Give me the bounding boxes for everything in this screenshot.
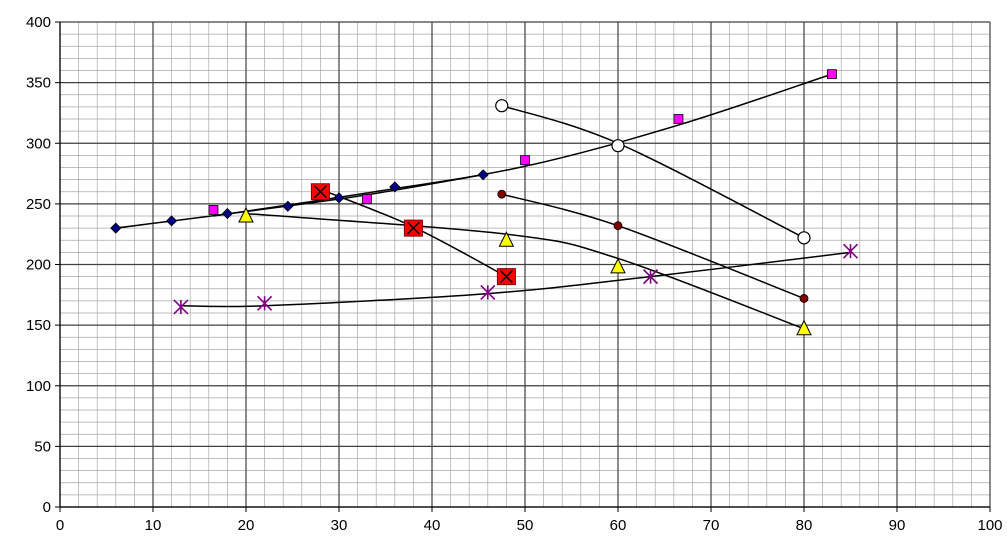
y-tick-label: 200 <box>26 257 51 274</box>
data-point-series-3-1 <box>495 99 509 113</box>
x-tick-label: 90 <box>889 517 906 534</box>
data-point-series-6-3 <box>610 257 626 274</box>
trendline-series-6 <box>245 212 805 330</box>
data-point-series-3-3 <box>797 231 811 245</box>
trendline-series-3 <box>501 104 805 239</box>
data-point-series-3-2 <box>611 139 625 153</box>
x-tick-label: 0 <box>56 517 64 534</box>
y-tick-label: 300 <box>26 135 51 152</box>
y-tick-label: 50 <box>34 438 51 455</box>
data-point-series-1-5 <box>333 192 345 204</box>
x-tick-label: 60 <box>610 517 627 534</box>
axes <box>55 21 991 512</box>
data-point-series-1-1 <box>110 222 122 234</box>
y-tick-label: 0 <box>43 499 51 516</box>
data-point-series-2-5 <box>827 69 837 80</box>
y-tick-label: 250 <box>26 196 51 213</box>
data-point-series-5-3-cross <box>499 270 513 284</box>
trendline-series-7 <box>180 251 851 308</box>
data-point-series-4-1 <box>497 189 507 199</box>
data-point-series-7-4 <box>642 269 659 285</box>
x-tick-label: 80 <box>796 517 813 534</box>
x-tick-label: 40 <box>424 517 441 534</box>
data-point-series-6-4 <box>796 319 812 336</box>
y-tick-label: 400 <box>26 14 51 31</box>
data-point-series-4-3 <box>799 294 809 303</box>
data-point-series-2-2 <box>361 194 372 204</box>
data-point-series-7-5 <box>842 243 859 259</box>
data-point-series-7-3 <box>480 284 496 300</box>
y-tick-label: 150 <box>26 317 51 334</box>
data-point-series-7-2 <box>257 295 273 311</box>
x-tick-label: 20 <box>238 517 255 534</box>
x-tick-label: 10 <box>145 517 162 534</box>
x-tick-label: 70 <box>703 517 720 534</box>
y-tick-label: 350 <box>26 75 51 92</box>
tick-labels: 0 10 20 30 40 50 60 70 80 90 100 0 50 100 150 200 250 300… <box>26 14 1003 534</box>
data-point-series-6-1 <box>238 206 254 223</box>
trendlines <box>115 73 851 330</box>
data-point-series-5-2-cross <box>406 221 420 235</box>
data-point-series-1-6 <box>389 181 401 193</box>
data-point-series-2-1 <box>208 205 219 215</box>
x-tick-label: 30 <box>331 517 348 534</box>
data-point-series-1-7 <box>477 169 489 181</box>
data-point-series-1-2 <box>166 215 178 227</box>
data-point-series-1-3 <box>221 208 233 220</box>
trendline-series-4 <box>501 193 805 300</box>
y-tick-label: 100 <box>26 378 51 395</box>
x-tick-label: 50 <box>517 517 534 534</box>
data-point-series-7-1 <box>173 299 189 315</box>
data-point-series-5-1-cross <box>313 185 327 199</box>
x-tick-label: 100 <box>977 517 1002 534</box>
data-point-series-2-3 <box>520 155 530 166</box>
data-point-series-4-2 <box>613 221 623 231</box>
data-point-series-1-4 <box>282 200 294 212</box>
data-markers <box>110 69 859 336</box>
trendline-series-2 <box>213 73 833 217</box>
data-point-series-2-4 <box>673 114 684 124</box>
data-point-series-6-2 <box>498 231 515 247</box>
